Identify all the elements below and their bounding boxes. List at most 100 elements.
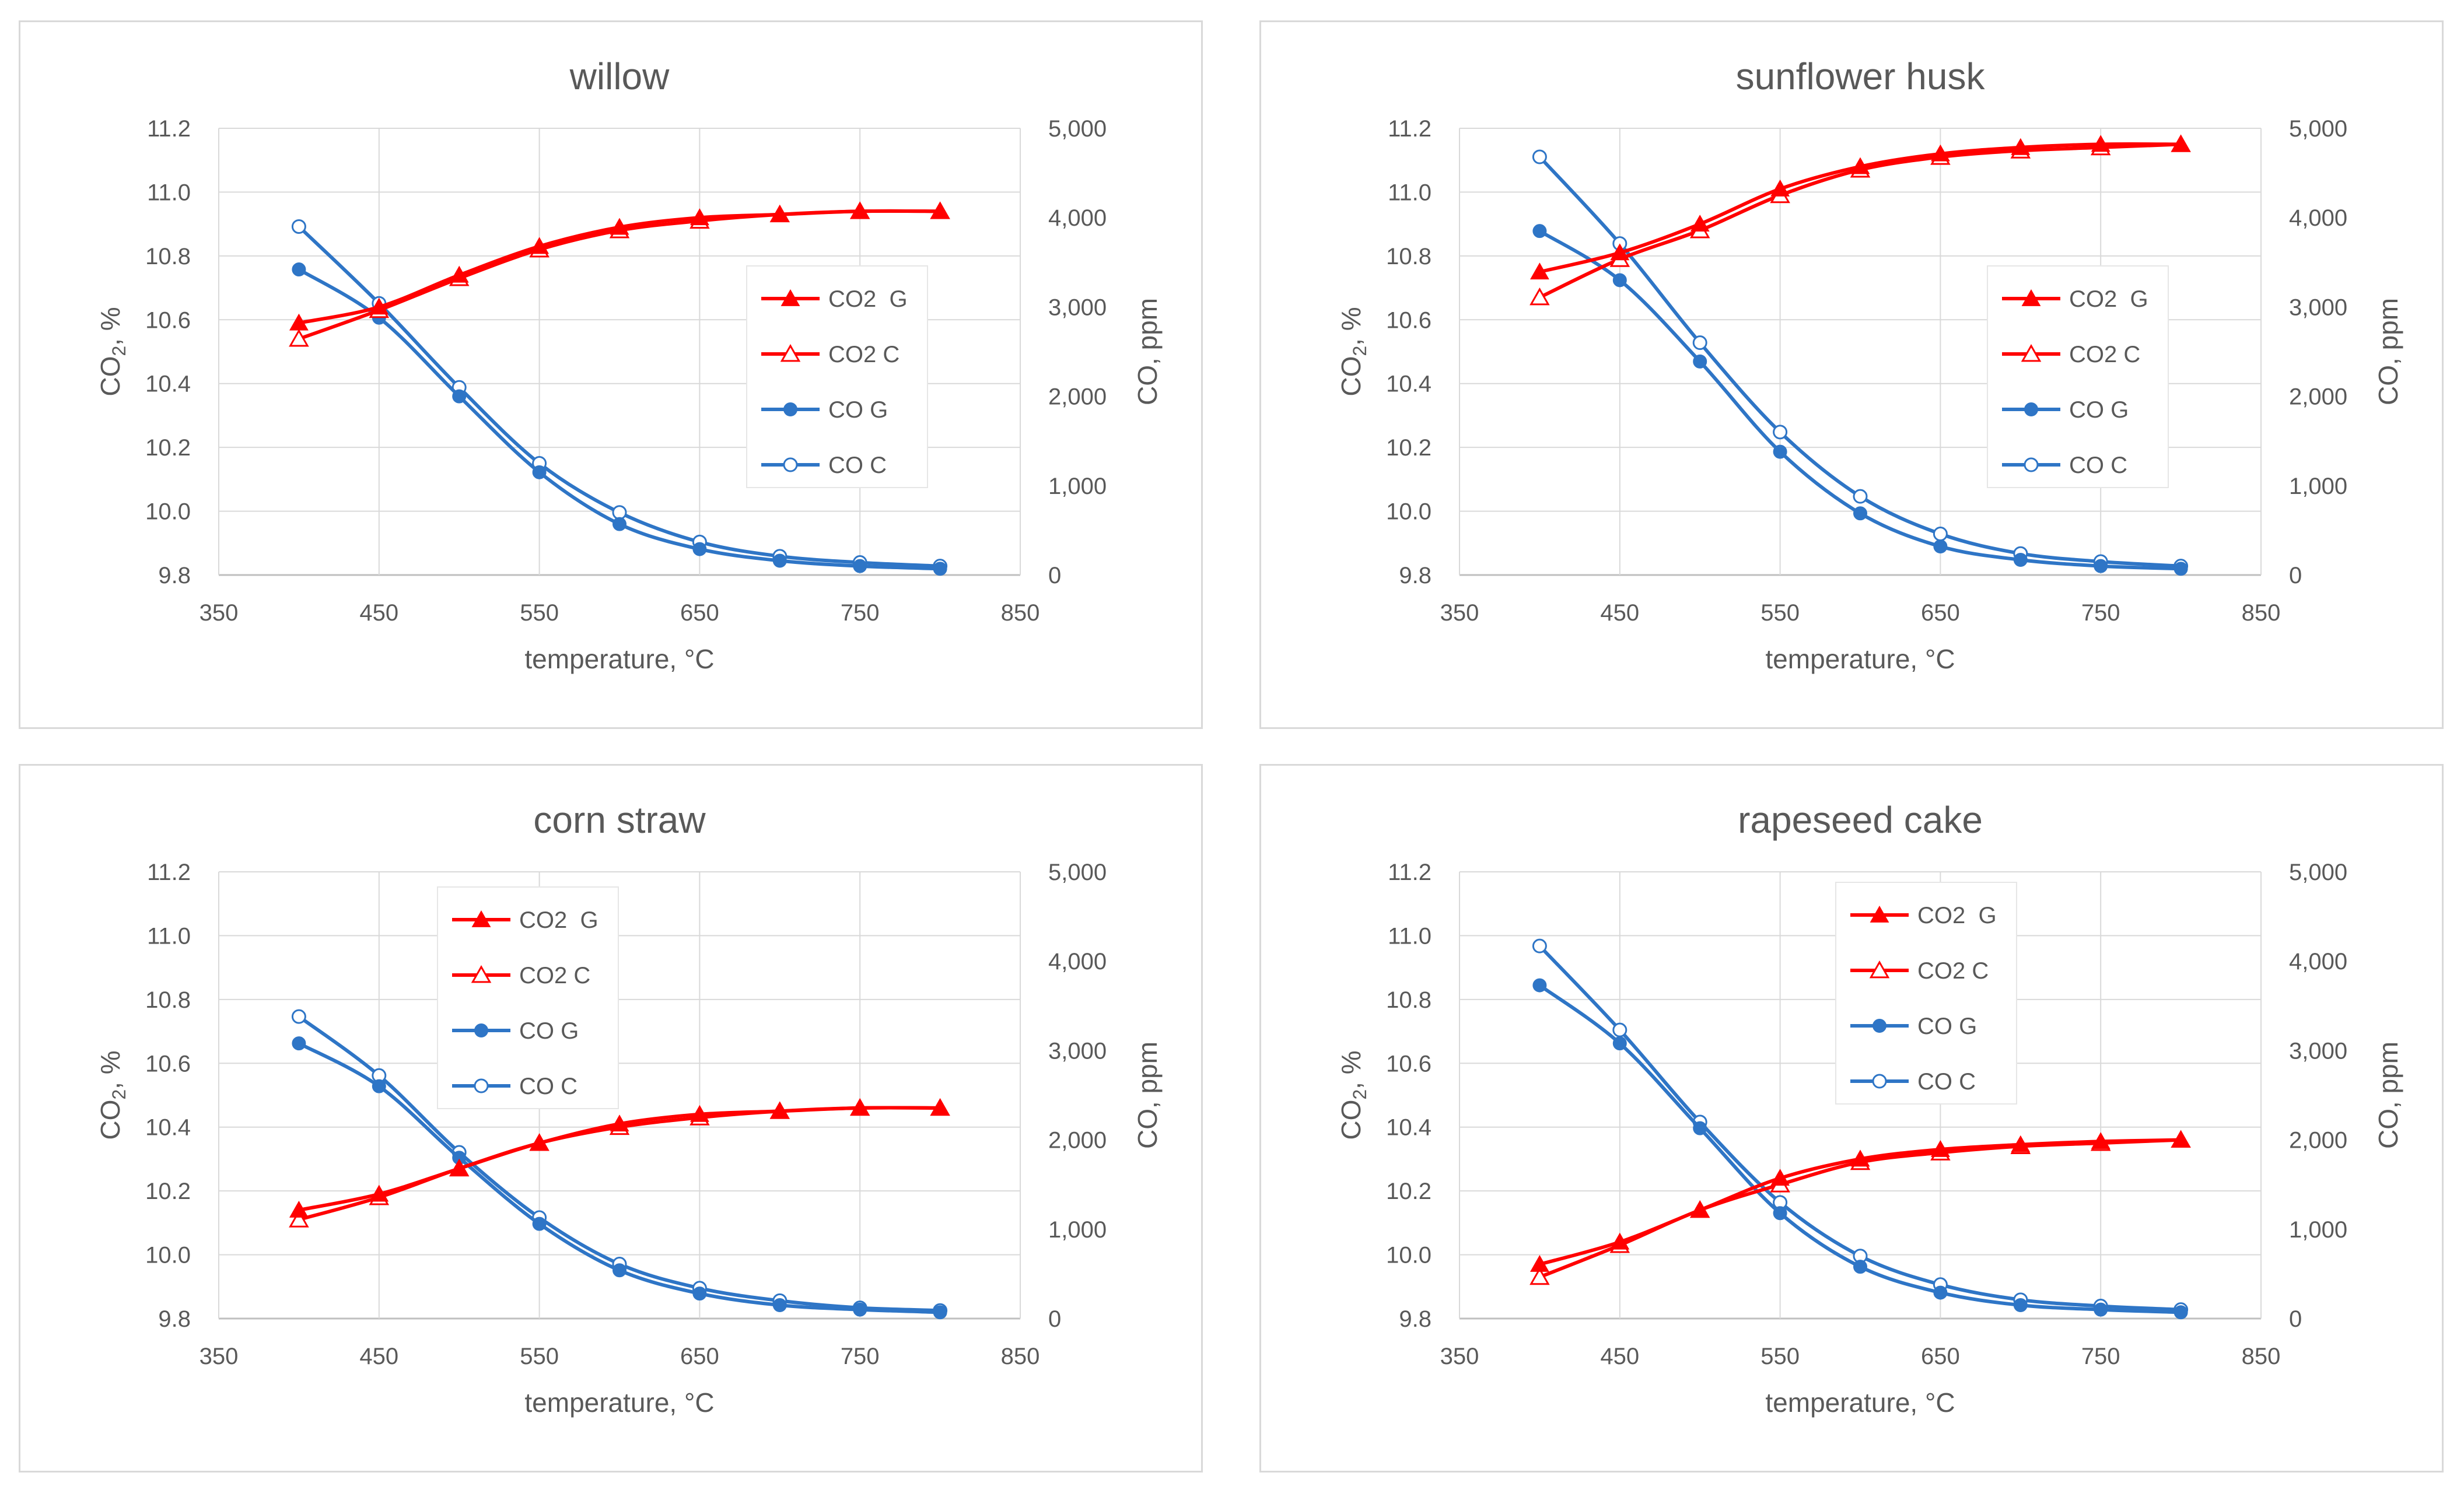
y-right-tick-label: 1,000	[2289, 474, 2347, 499]
y-left-tick-label: 10.4	[145, 1115, 191, 1141]
x-tick-label: 850	[2242, 1344, 2281, 1369]
data-point-co2-g	[690, 1105, 709, 1122]
y-right-tick-label: 2,000	[1048, 384, 1107, 410]
y-right-tick-label: 3,000	[1048, 1038, 1107, 1064]
legend-label-co2-g: CO2 G	[1917, 903, 1997, 928]
data-point-co-g	[532, 465, 547, 479]
data-point-co-g	[2094, 1302, 2108, 1317]
data-point-co-g	[1933, 539, 1948, 553]
legend-label-co-c: CO C	[828, 453, 887, 478]
legend-label-co-c: CO C	[1917, 1069, 1976, 1095]
data-point-co-g	[1693, 354, 1707, 369]
data-point-co-g	[1773, 444, 1787, 459]
data-point-co-g	[2174, 562, 2188, 576]
x-tick-label: 650	[680, 600, 719, 626]
x-tick-label: 450	[1600, 600, 1639, 626]
legend-box	[746, 265, 928, 488]
data-point-co-g	[1853, 1260, 1867, 1274]
series-line-co-c	[298, 225, 940, 568]
data-point-co-c	[1773, 425, 1788, 440]
y-left-tick-label: 10.8	[145, 244, 191, 269]
data-point-co-g	[1612, 273, 1627, 288]
data-point-co-g	[853, 1302, 867, 1317]
y-left-tick-label: 11.2	[1388, 860, 1432, 885]
data-point-co-g	[372, 1079, 386, 1093]
data-point-co-c	[1612, 1022, 1628, 1037]
y-left-tick-label: 10.4	[1386, 1115, 1432, 1141]
x-tick-label: 550	[520, 600, 559, 626]
data-point-co2-c	[289, 329, 309, 347]
data-point-co-c	[1532, 149, 1547, 164]
series-line-co-c	[1538, 155, 2181, 568]
y-right-tick-label: 1,000	[1048, 474, 1107, 499]
y-right-axis-title: CO, ppm	[2373, 298, 2403, 405]
y-left-tick-label: 10.6	[1386, 307, 1432, 333]
x-tick-label: 550	[1760, 600, 1800, 626]
legend-label-co2-g: CO2 G	[828, 286, 908, 312]
data-point-co-g	[692, 542, 707, 556]
data-point-co2-g	[289, 1200, 309, 1218]
data-point-co-g	[1693, 1121, 1707, 1135]
y-left-tick-label: 11.0	[1388, 180, 1432, 205]
chart-panel-willow: willow 9.8 10.0 10.2 10.4 10.6 10.8 11.0 11.2 350…	[19, 20, 1203, 729]
data-point-co-g	[2013, 1298, 2028, 1313]
legend-marker-co-c	[783, 457, 798, 472]
y-right-tick-label: 5,000	[1048, 860, 1107, 885]
legend-label-co-c: CO C	[519, 1074, 578, 1099]
data-point-co-c	[1853, 489, 1868, 504]
y-left-title-sub: 2	[108, 1089, 130, 1100]
y-right-tick-label: 2,000	[1048, 1128, 1107, 1154]
y-right-tick-label: 3,000	[2289, 295, 2347, 320]
x-tick-label: 450	[1600, 1344, 1639, 1369]
x-tick-label: 350	[200, 1344, 239, 1369]
y-right-tick-label: 5,000	[1048, 116, 1107, 142]
legend-marker-co2-c	[2021, 343, 2042, 362]
x-tick-label: 750	[841, 600, 880, 626]
data-point-co2-g	[369, 1184, 389, 1202]
data-point-co2-g	[770, 1102, 790, 1119]
data-point-co-g	[292, 1036, 306, 1051]
x-axis-title: temperature, °C	[1765, 644, 1955, 674]
data-point-co-c	[1933, 527, 1948, 542]
legend-marker-co2-g	[780, 289, 800, 306]
chart-willow: willow 9.8 10.0 10.2 10.4 10.6 10.8 11.0 11.2 350…	[95, 55, 1163, 674]
data-point-co2-g	[610, 1114, 629, 1132]
legend-marker-co-g	[474, 1023, 488, 1037]
x-tick-label: 550	[520, 1344, 559, 1369]
data-point-co2-g	[930, 1098, 950, 1116]
y-left-title-unit: , %	[95, 1050, 125, 1089]
y-left-title-unit: , %	[1336, 1050, 1366, 1089]
y-left-title-unit: , %	[95, 307, 125, 345]
chart-title: corn straw	[533, 799, 706, 841]
data-point-co2-g	[1770, 179, 1790, 197]
chart-title: rapeseed cake	[1738, 799, 1983, 841]
data-point-co2-g	[850, 202, 870, 219]
data-point-co-g	[933, 562, 947, 576]
data-point-co2-g	[1610, 1232, 1630, 1250]
legend-label-co2-c: CO2 C	[828, 342, 900, 367]
y-left-tick-label: 11.0	[147, 923, 191, 949]
data-point-co-g	[1933, 1285, 1948, 1300]
y-left-tick-label: 11.2	[1388, 116, 1432, 142]
data-point-co-c	[1692, 335, 1707, 350]
data-point-co-g	[692, 1286, 707, 1301]
data-point-co-g	[612, 517, 626, 531]
data-point-co-g	[1853, 506, 1867, 521]
x-tick-label: 750	[2081, 600, 2120, 626]
legend-label-co2-g: CO2 G	[2069, 286, 2148, 312]
data-point-co2-c	[1530, 1267, 1550, 1285]
data-point-co-g	[292, 262, 306, 277]
data-point-co-c	[1532, 938, 1547, 953]
x-axis-title: temperature, °C	[524, 1387, 714, 1418]
legend-label-co-g: CO G	[828, 397, 888, 423]
series-line-co-c	[1538, 945, 2181, 1312]
y-left-title-unit: , %	[1336, 307, 1366, 345]
legend-label-co2-g: CO2 G	[519, 907, 598, 933]
y-left-tick-label: 10.2	[1386, 1179, 1432, 1204]
x-axis-title: temperature, °C	[524, 644, 714, 674]
x-tick-label: 650	[1921, 1344, 1960, 1369]
y-right-tick-label: 4,000	[1048, 949, 1107, 974]
y-left-tick-label: 10.2	[145, 1179, 191, 1204]
data-point-co2-g	[930, 202, 950, 219]
y-left-title-main: CO	[95, 356, 125, 397]
